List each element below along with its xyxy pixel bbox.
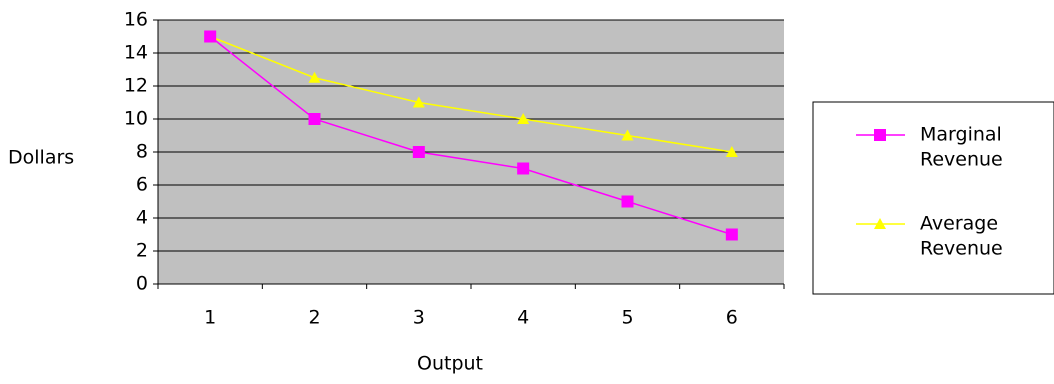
x-tick-label: 6 xyxy=(726,307,738,329)
average-revenue-legend-label: Revenue xyxy=(920,238,1003,260)
y-tick-label: 2 xyxy=(136,240,148,262)
average-revenue-point xyxy=(308,71,321,83)
average-revenue-legend-label: Average xyxy=(920,213,998,235)
x-tick-label: 5 xyxy=(621,307,633,329)
y-tick-label: 8 xyxy=(136,141,148,163)
marginal-revenue-legend-label: Revenue xyxy=(920,149,1003,171)
marginal-revenue-point xyxy=(308,113,321,125)
y-tick-label: 16 xyxy=(124,9,148,31)
x-tick-labels: 1 2 3 4 5 6 xyxy=(157,284,785,329)
x-tick-label: 1 xyxy=(204,307,216,329)
average-revenue-point xyxy=(621,129,634,141)
series-layer xyxy=(204,30,738,241)
marginal-revenue-point xyxy=(412,146,425,158)
x-tick-label: 2 xyxy=(308,307,320,329)
marginal-revenue-legend-label: Marginal xyxy=(920,124,1002,146)
y-tick-label: 10 xyxy=(124,108,148,130)
average-revenue-line xyxy=(209,35,732,153)
average-revenue-point xyxy=(725,146,738,157)
marginal-revenue-series xyxy=(204,30,738,241)
x-tick-label: 4 xyxy=(517,307,529,329)
average-revenue-legend-marker xyxy=(874,218,886,229)
average-revenue-point xyxy=(517,113,530,124)
marginal-revenue-line xyxy=(209,35,733,236)
y-tick-label: 6 xyxy=(136,174,148,196)
y-axis-label: Dollars xyxy=(8,147,74,169)
marginal-revenue-point xyxy=(621,195,634,208)
x-axis-label: Output xyxy=(417,353,483,375)
y-tick-label: 0 xyxy=(136,273,148,295)
legend: Marginal Revenue Average Revenue xyxy=(812,101,1054,295)
y-tick-labels: 0 2 4 6 8 10 12 14 16 xyxy=(124,9,158,295)
legend-box xyxy=(812,101,1054,295)
x-tick-label: 3 xyxy=(413,307,425,329)
y-tick-label: 14 xyxy=(124,42,148,64)
average-revenue-point xyxy=(412,96,425,108)
marginal-revenue-legend-marker xyxy=(874,129,886,141)
grid-lines xyxy=(158,19,784,252)
y-tick-label: 4 xyxy=(136,207,148,229)
marginal-revenue-point xyxy=(517,162,530,175)
y-tick-label: 12 xyxy=(124,75,148,97)
marginal-revenue-point xyxy=(204,30,217,43)
marginal-revenue-point xyxy=(725,228,738,241)
